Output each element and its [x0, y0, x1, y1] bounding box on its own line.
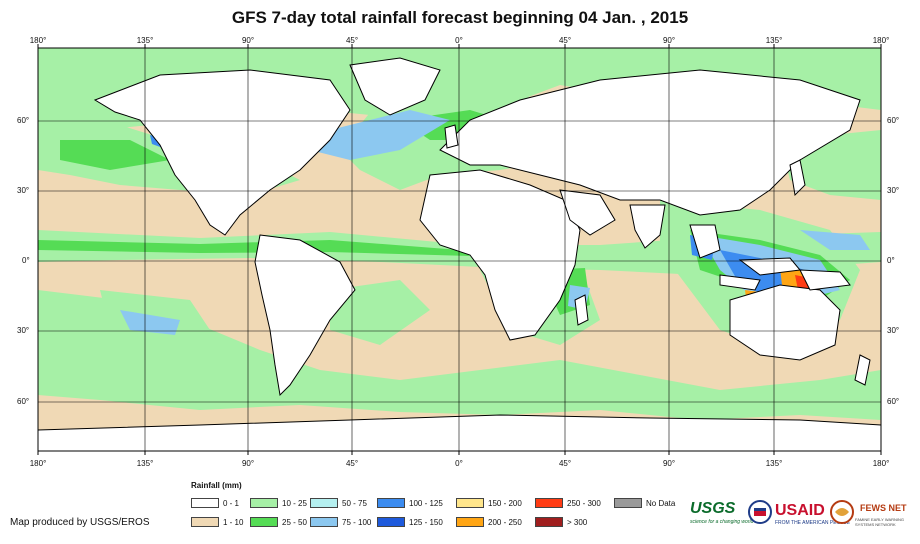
legend-item: 75 - 100 — [310, 516, 371, 528]
fews-logo: FEWS NET — [860, 503, 907, 513]
legend-label: 125 - 150 — [409, 517, 443, 527]
lon-label-top: 180° — [872, 36, 890, 45]
lat-label-right: 0° — [887, 256, 895, 265]
legend-label: 0 - 1 — [223, 498, 240, 508]
usaid-tagline: FROM THE AMERICAN PEOPLE — [775, 520, 850, 526]
legend-swatch — [614, 498, 642, 508]
lon-label-bottom: 135° — [765, 459, 783, 468]
legend-swatch — [456, 498, 484, 508]
lat-label-left: 30° — [17, 326, 30, 335]
legend-label: 75 - 100 — [342, 517, 372, 527]
legend-item: 200 - 250 — [456, 516, 522, 528]
lon-label-top: 135° — [765, 36, 783, 45]
credit-text: Map produced by USGS/EROS — [10, 517, 150, 528]
fews-globe-icon — [830, 500, 854, 524]
legend-label: 50 - 75 — [342, 498, 367, 508]
legend-swatch — [535, 498, 563, 508]
lon-label-top: 90° — [241, 36, 255, 45]
usgs-logo: USGS — [690, 500, 736, 517]
lon-label-top: 0° — [455, 36, 463, 45]
legend-label: 1 - 10 — [223, 517, 244, 527]
lon-label-bottom: 135° — [136, 459, 154, 468]
legend-item: 10 - 25 — [250, 497, 307, 509]
lat-label-right: 30° — [887, 326, 900, 335]
lon-label-bottom: 90° — [662, 459, 676, 468]
legend-swatch — [310, 517, 338, 527]
lat-label-right: 60° — [887, 397, 900, 406]
legend-label: > 300 — [567, 517, 588, 527]
graticule — [38, 48, 881, 451]
legend-item: No Data — [614, 497, 675, 509]
lon-label-bottom: 180° — [29, 459, 47, 468]
lon-label-top: 90° — [662, 36, 676, 45]
fews-tagline: FAMINE EARLY WARNING SYSTEMS NETWORK — [855, 517, 905, 527]
legend-label: 250 - 300 — [567, 498, 601, 508]
lat-label-left: 0° — [22, 256, 30, 265]
lon-label-top: 45° — [345, 36, 359, 45]
lat-label-left: 60° — [17, 397, 30, 406]
legend-item: 125 - 150 — [377, 516, 443, 528]
legend-swatch — [456, 517, 484, 527]
legend-label: 100 - 125 — [409, 498, 443, 508]
lat-label-left: 30° — [17, 186, 30, 195]
legend-label: 200 - 250 — [488, 517, 522, 527]
lon-label-bottom: 180° — [872, 459, 890, 468]
lon-label-bottom: 45° — [345, 459, 359, 468]
legend-label: 150 - 200 — [488, 498, 522, 508]
legend-title: Rainfall (mm) — [191, 481, 242, 490]
lat-label-left: 60° — [17, 116, 30, 125]
legend-swatch — [250, 517, 278, 527]
legend-swatch — [191, 498, 219, 508]
legend-item: 25 - 50 — [250, 516, 307, 528]
legend-item: 150 - 200 — [456, 497, 522, 509]
legend-label: 10 - 25 — [282, 498, 307, 508]
legend-swatch — [191, 517, 219, 527]
legend-item: 250 - 300 — [535, 497, 601, 509]
map-title: GFS 7-day total rainfall forecast beginn… — [231, 8, 689, 27]
usaid-seal-icon — [748, 500, 772, 524]
legend-swatch — [250, 498, 278, 508]
usgs-tagline: science for a changing world — [690, 519, 754, 525]
legend-item: 100 - 125 — [377, 497, 443, 509]
land-masses — [38, 57, 881, 451]
legend-item: > 300 — [535, 516, 587, 528]
legend-swatch — [377, 517, 405, 527]
legend-item: 1 - 10 — [191, 516, 243, 528]
legend-label: 25 - 50 — [282, 517, 307, 527]
axis-ticks — [37, 44, 882, 455]
legend-label: No Data — [646, 498, 676, 508]
lon-label-top: 180° — [29, 36, 47, 45]
legend-swatch — [535, 517, 563, 527]
lon-label-bottom: 90° — [241, 459, 255, 468]
lon-label-bottom: 45° — [558, 459, 572, 468]
lon-label-top: 45° — [558, 36, 572, 45]
legend-item: 50 - 75 — [310, 497, 367, 509]
legend-swatch — [377, 498, 405, 508]
lat-label-right: 60° — [887, 116, 900, 125]
lat-label-right: 30° — [887, 186, 900, 195]
legend-item: 0 - 1 — [191, 497, 239, 509]
usaid-logo: USAID — [775, 502, 825, 519]
lon-label-top: 135° — [136, 36, 154, 45]
legend-swatch — [310, 498, 338, 508]
lon-label-bottom: 0° — [455, 459, 463, 468]
